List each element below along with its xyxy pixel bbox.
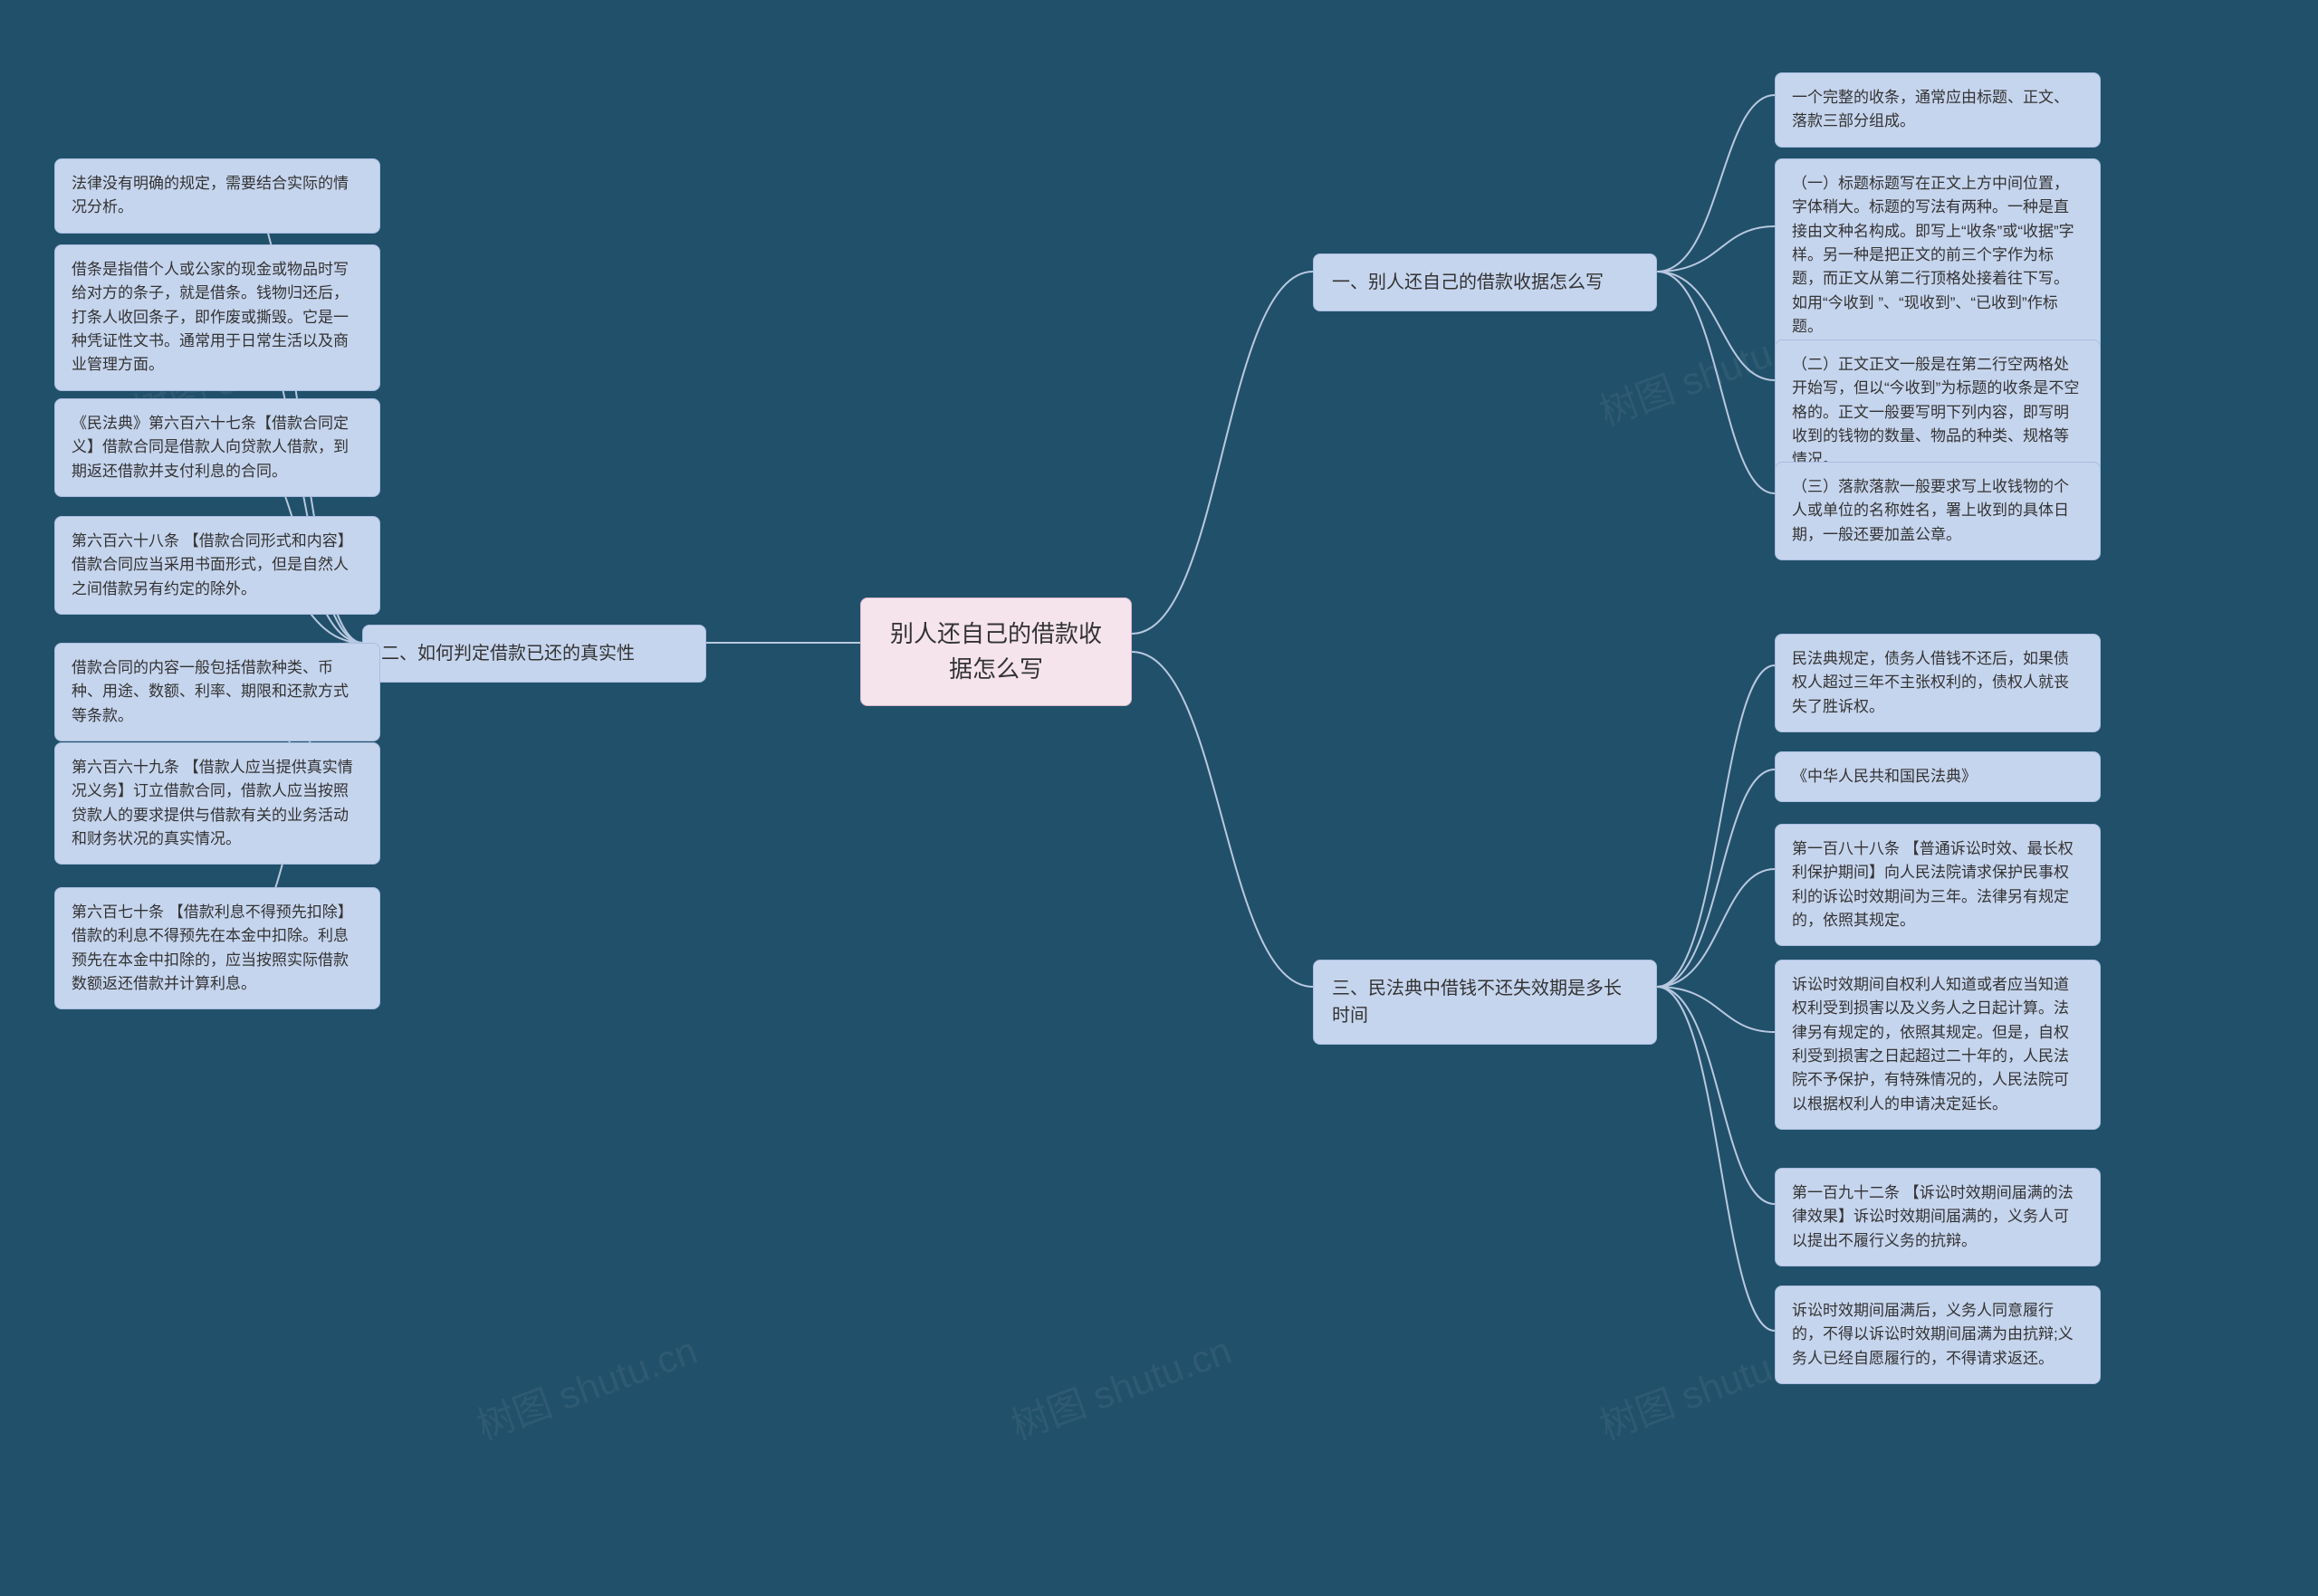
leaf-node: 第六百六十九条 【借款人应当提供真实情况义务】订立借款合同，借款人应当按照贷款人… <box>54 742 380 865</box>
leaf-node: 第一百九十二条 【诉讼时效期间届满的法律效果】诉讼时效期间届满的，义务人可以提出… <box>1775 1168 2101 1266</box>
branch-node-1: 一、别人还自己的借款收据怎么写 <box>1313 253 1657 311</box>
leaf-node: 诉讼时效期间自权利人知道或者应当知道权利受到损害以及义务人之日起计算。法律另有规… <box>1775 960 2101 1130</box>
leaf-node: 第六百七十条 【借款利息不得预先扣除】借款的利息不得预先在本金中扣除。利息预先在… <box>54 887 380 1009</box>
watermark: 树图 shutu.cn <box>468 1320 704 1450</box>
leaf-node: 借条是指借个人或公家的现金或物品时写给对方的条子，就是借条。钱物归还后，打条人收… <box>54 244 380 391</box>
branch-node-3: 三、民法典中借钱不还失效期是多长时间 <box>1313 960 1657 1045</box>
watermark: 树图 shutu.cn <box>1002 1320 1238 1450</box>
leaf-node: 第一百八十八条 【普通诉讼时效、最长权利保护期间】向人民法院请求保护民事权利的诉… <box>1775 824 2101 946</box>
leaf-node: 第六百六十八条 【借款合同形式和内容】借款合同应当采用书面形式，但是自然人之间借… <box>54 516 380 615</box>
root-node: 别人还自己的借款收据怎么写 <box>860 597 1132 706</box>
leaf-node: （一）标题标题写在正文上方中间位置，字体稍大。标题的写法有两种。一种是直接由文种… <box>1775 158 2101 352</box>
leaf-node: （三）落款落款一般要求写上收钱物的个人或单位的名称姓名，署上收到的具体日期，一般… <box>1775 462 2101 560</box>
leaf-node: 一个完整的收条，通常应由标题、正文、落款三部分组成。 <box>1775 72 2101 148</box>
leaf-node: 借款合同的内容一般包括借款种类、币种、用途、数额、利率、期限和还款方式等条款。 <box>54 643 380 741</box>
leaf-node: 诉讼时效期间届满后，义务人同意履行的，不得以诉讼时效期间届满为由抗辩;义务人已经… <box>1775 1285 2101 1384</box>
leaf-node: 民法典规定，债务人借钱不还后，如果债权人超过三年不主张权利的，债权人就丧失了胜诉… <box>1775 634 2101 732</box>
branch-node-2: 二、如何判定借款已还的真实性 <box>362 625 706 683</box>
leaf-node: 《民法典》第六百六十七条【借款合同定义】借款合同是借款人向贷款人借款，到期返还借… <box>54 398 380 497</box>
leaf-node: 法律没有明确的规定，需要结合实际的情况分析。 <box>54 158 380 234</box>
leaf-node: 《中华人民共和国民法典》 <box>1775 751 2101 802</box>
